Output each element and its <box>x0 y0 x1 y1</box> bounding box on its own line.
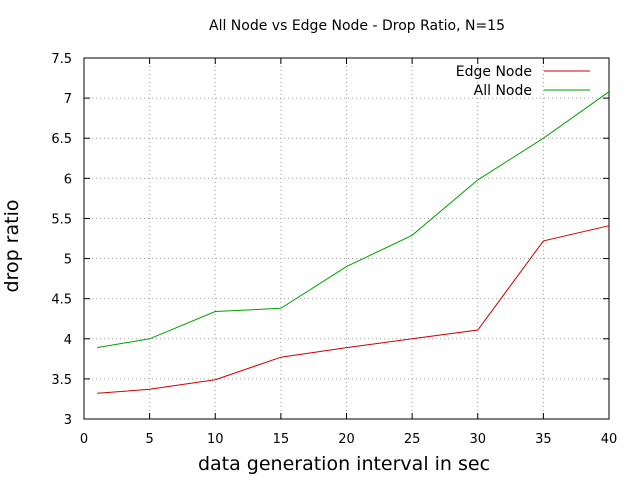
x-axis-title: data generation interval in sec <box>198 453 490 475</box>
y-axis: 3 3.5 4 4.5 5 5.5 6 6.5 7 7.5 <box>51 52 609 428</box>
x-axis: 0 5 10 15 20 25 30 35 40 <box>80 58 617 447</box>
y-tick-label: 7.5 <box>51 52 72 67</box>
y-tick-label: 5 <box>64 253 72 268</box>
y-tick-label: 3 <box>64 413 72 428</box>
x-tick-label: 40 <box>601 432 618 447</box>
x-tick-label: 25 <box>404 432 421 447</box>
series-lines <box>97 91 610 394</box>
x-tick-label: 5 <box>145 432 153 447</box>
x-tick-label: 10 <box>207 432 224 447</box>
y-tick-label: 6.5 <box>51 132 72 147</box>
y-axis-title: drop ratio <box>1 200 23 293</box>
y-tick-label: 4 <box>64 333 72 348</box>
legend-label-all-node: All Node <box>474 83 532 99</box>
y-tick-label: 7 <box>64 92 72 107</box>
x-tick-label: 30 <box>469 432 486 447</box>
x-tick-label: 35 <box>535 432 552 447</box>
series-line-edge-node <box>97 225 610 394</box>
x-tick-label: 0 <box>80 432 88 447</box>
y-tick-label: 4.5 <box>51 293 72 308</box>
x-tick-label: 15 <box>273 432 290 447</box>
y-tick-label: 3.5 <box>51 373 72 388</box>
legend: Edge Node All Node <box>456 64 590 99</box>
series-line-all-node <box>97 91 610 349</box>
y-tick-label: 5.5 <box>51 212 72 227</box>
y-tick-label: 6 <box>64 172 72 187</box>
x-tick-label: 20 <box>338 432 355 447</box>
legend-label-edge-node: Edge Node <box>456 64 532 80</box>
chart-title: All Node vs Edge Node - Drop Ratio, N=15 <box>209 18 505 34</box>
grid-lines <box>84 58 609 419</box>
